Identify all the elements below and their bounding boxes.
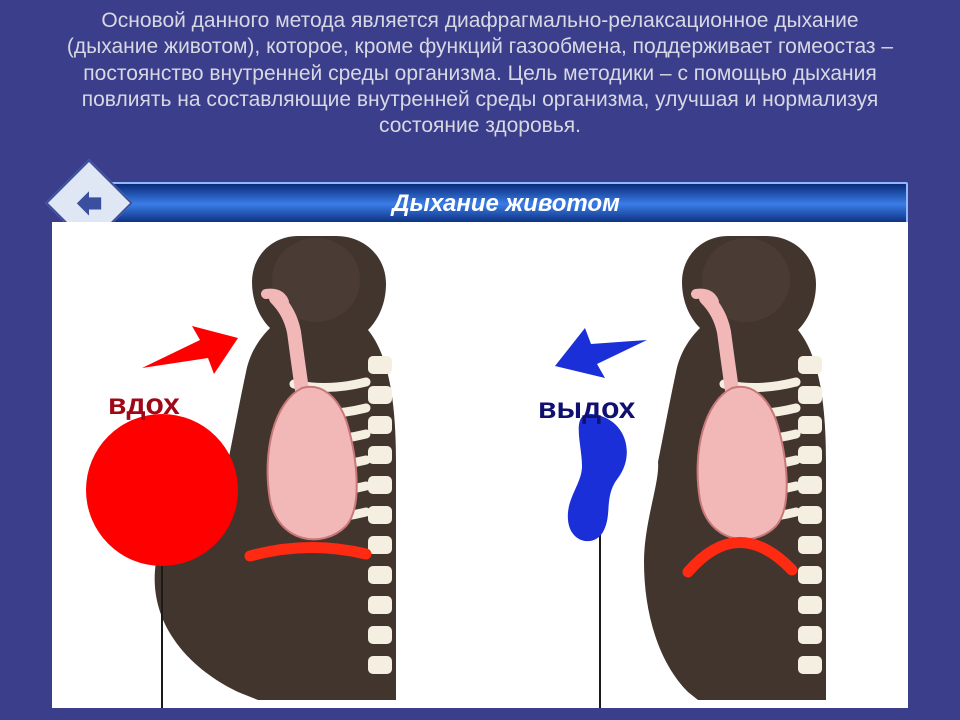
description-paragraph: Основой данного метода является диафрагм… — [60, 8, 900, 139]
diagram-area — [52, 222, 908, 708]
badge-arrow-icon — [69, 183, 110, 224]
diagram-svg — [52, 222, 908, 708]
title-bar-text: Дыхание животом — [106, 184, 906, 224]
inhale-label: вдох — [108, 388, 180, 422]
title-bar: Дыхание животом — [104, 182, 908, 226]
slide: Основой данного метода является диафрагм… — [0, 0, 960, 720]
exhale-label: выдох — [538, 392, 635, 426]
